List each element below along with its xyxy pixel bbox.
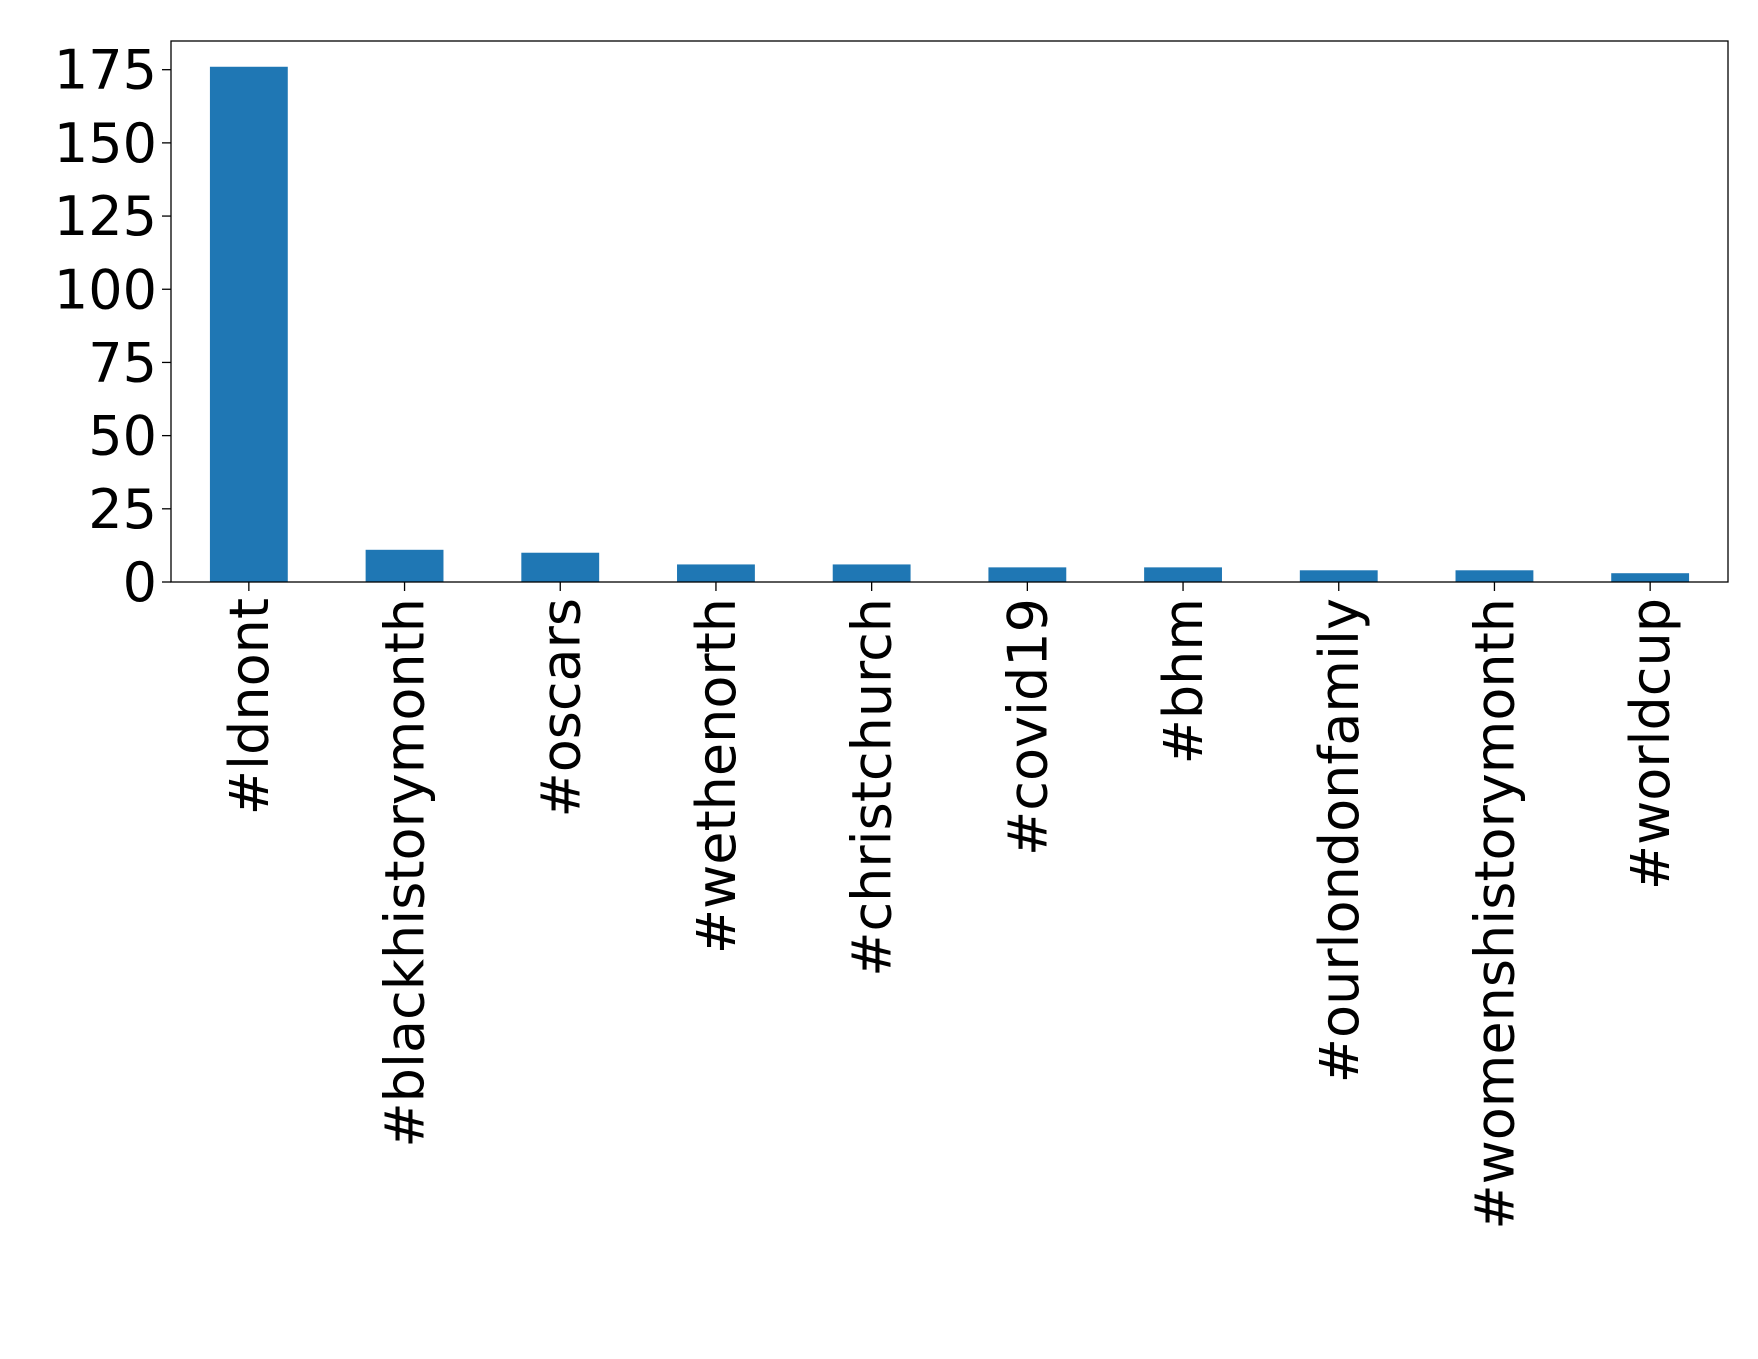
- x-tick-label: #blackhistorymonth: [374, 598, 437, 1148]
- y-tick-label: 125: [54, 185, 157, 248]
- y-tick-label: 0: [123, 551, 157, 614]
- bar: [988, 567, 1067, 582]
- x-tick-label: #womenshistorymonth: [1463, 598, 1526, 1230]
- bar: [209, 66, 288, 582]
- bar: [1144, 567, 1222, 582]
- y-tick-label: 75: [88, 331, 157, 394]
- x-tick-label: #bhm: [1152, 598, 1215, 764]
- x-tick-label: #worldcup: [1619, 598, 1682, 890]
- x-tick-label: #christchurch: [841, 598, 904, 977]
- bar: [1299, 570, 1378, 582]
- x-tick-label: #wethenorth: [685, 598, 748, 954]
- y-tick-label: 175: [54, 39, 157, 102]
- bar: [677, 564, 755, 582]
- bar: [1455, 570, 1534, 582]
- plot-frame: [170, 40, 1729, 583]
- x-tick-label: #oscars: [529, 598, 592, 818]
- bar: [365, 549, 444, 582]
- y-tick-label: 100: [54, 258, 157, 321]
- y-tick-label: 25: [88, 478, 157, 541]
- bar: [521, 552, 600, 582]
- x-tick-label: #ourlondonfamily: [1308, 598, 1371, 1083]
- y-tick-label: 50: [88, 405, 157, 468]
- y-tick-label: 150: [54, 112, 157, 175]
- x-tick-label: #covid19: [996, 598, 1059, 856]
- bar: [832, 564, 911, 582]
- bar: [1611, 573, 1690, 582]
- x-tick-label: #ldnont: [218, 598, 281, 815]
